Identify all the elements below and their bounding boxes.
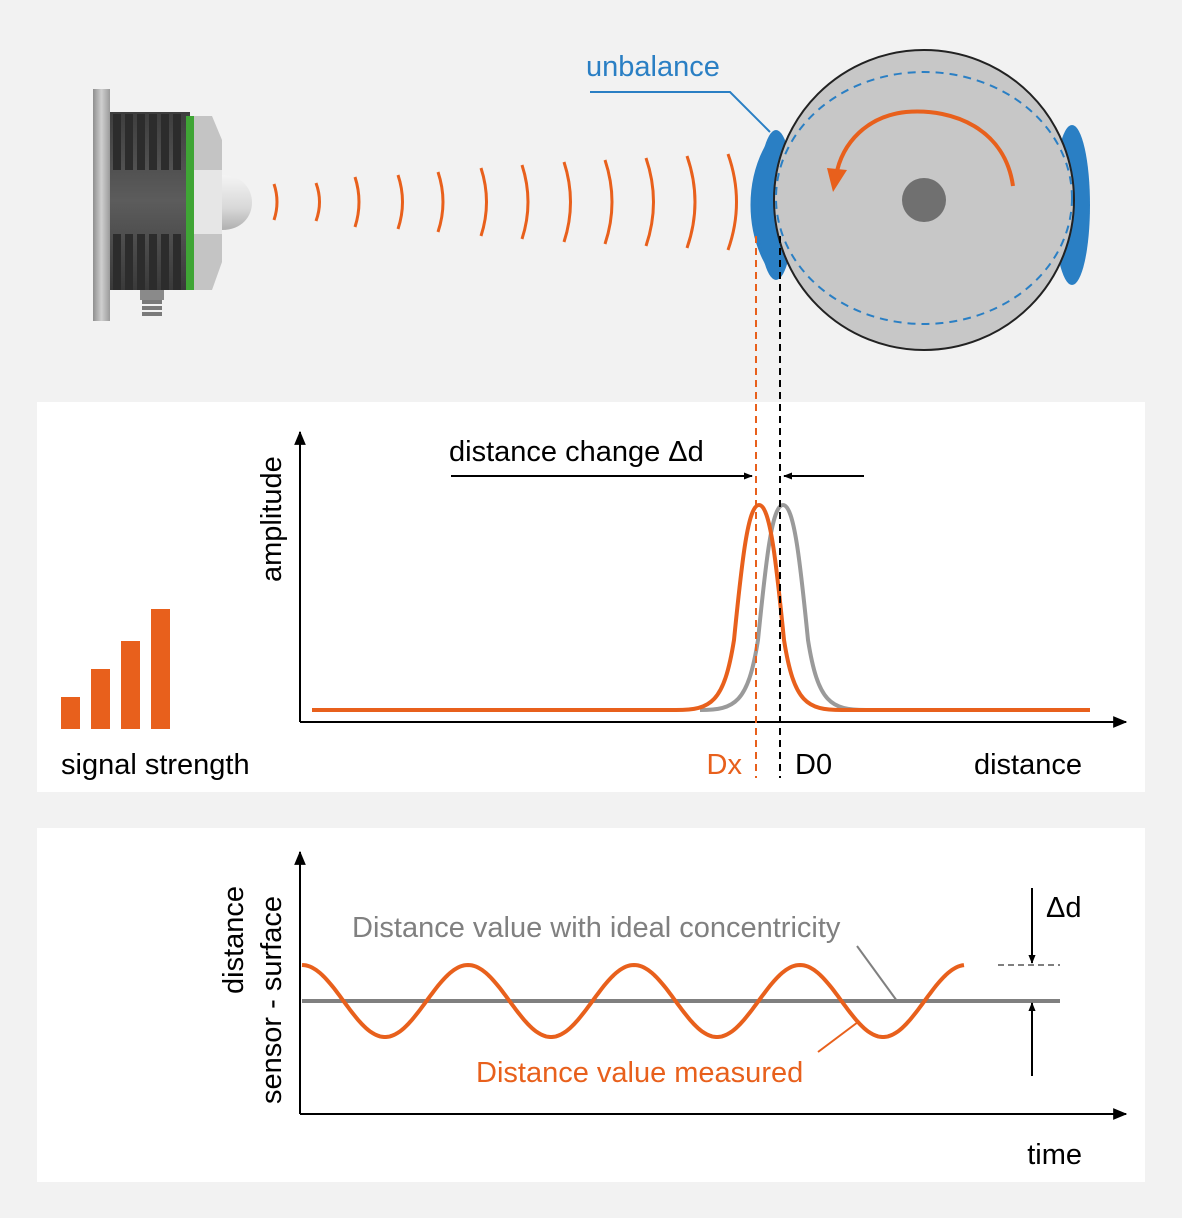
measured-leader	[817, 1021, 859, 1053]
disc-hub	[902, 178, 946, 222]
signal-strength-label: signal strength	[61, 749, 250, 781]
measured-label: Distance value measured	[476, 1057, 803, 1089]
peak-panel	[37, 402, 1145, 792]
ultrasonic-sensor-icon	[93, 89, 252, 321]
time-axis-label: time	[1027, 1139, 1082, 1171]
signal-bar	[121, 641, 140, 729]
dx-label: Dx	[707, 749, 743, 781]
ultrasonic-waves-icon	[272, 153, 738, 251]
ideal-concentricity-label: Distance value with ideal concentricity	[352, 912, 841, 944]
signal-bar	[61, 697, 80, 729]
distance-change-label: distance change Δd	[449, 436, 704, 468]
measured-distance-wave	[301, 962, 965, 1039]
reference-peak-curve	[699, 502, 867, 712]
amplitude-label: amplitude	[256, 456, 288, 582]
ideal-leader	[856, 945, 898, 1002]
delta-d-label: Δd	[1046, 892, 1082, 924]
rotating-disc	[750, 49, 1090, 351]
distance-axis-label: distance	[974, 749, 1082, 781]
d0-label: D0	[795, 749, 832, 781]
rotation-arrow-icon	[834, 109, 1015, 187]
signal-bar	[91, 669, 110, 729]
unbalance-label: unbalance	[586, 51, 720, 83]
y-axis-label-line1: distance	[218, 886, 250, 994]
unbalance-leader	[590, 91, 771, 133]
y-axis-label-line2: sensor - surface	[256, 896, 288, 1104]
measured-peak-curve	[312, 502, 1090, 712]
signal-strength-icon	[61, 609, 170, 729]
signal-bar	[151, 609, 170, 729]
